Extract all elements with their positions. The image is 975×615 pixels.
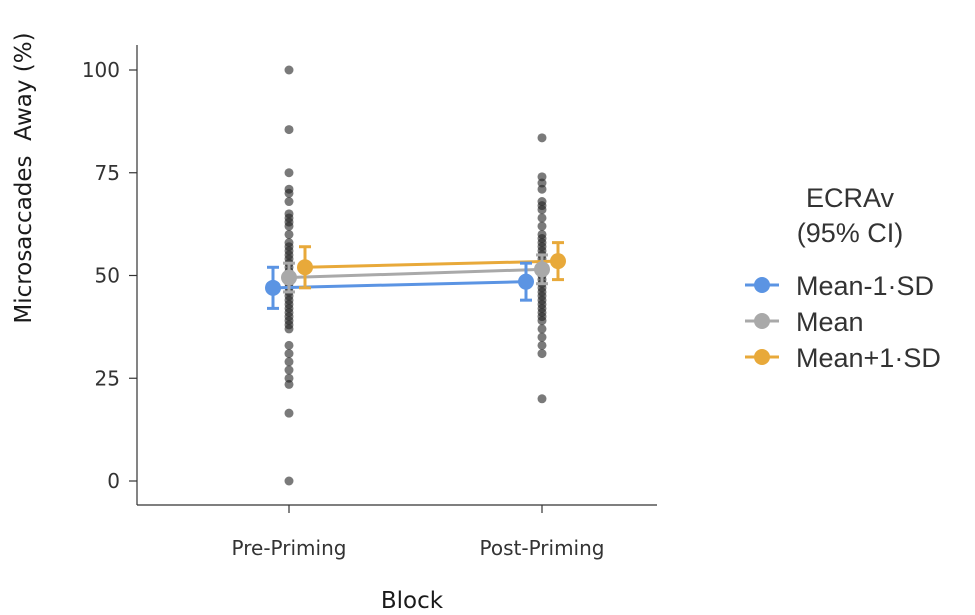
legend-key-marker	[754, 277, 770, 293]
raw-point	[284, 408, 294, 418]
legend-entry-label: Mean+1·SD	[796, 343, 941, 373]
legend-title-line1: ECRAv	[806, 183, 895, 213]
series-line	[288, 267, 543, 280]
series-line	[304, 259, 559, 269]
raw-point	[284, 357, 294, 367]
series-line	[272, 280, 527, 290]
x-axis-label: Block	[381, 588, 444, 614]
legend-key-marker	[754, 313, 770, 329]
raw-point	[284, 188, 294, 198]
raw-point	[537, 133, 547, 143]
raw-point	[284, 168, 294, 178]
raw-point	[284, 349, 294, 359]
mean-point	[534, 261, 550, 278]
raw-points	[284, 65, 547, 486]
raw-point	[284, 379, 294, 389]
y-tick-label: 75	[95, 161, 120, 185]
raw-point	[537, 172, 547, 182]
x-ticks: Pre-Priming Post-Priming	[232, 505, 605, 560]
x-tick-label: Post-Priming	[480, 536, 605, 560]
raw-point	[537, 316, 547, 326]
legend-entries: Mean-1·SD Mean Mean+1·SD	[745, 271, 941, 373]
mean-point	[518, 273, 534, 290]
raw-point	[537, 184, 547, 194]
y-tick-label: 100	[82, 58, 120, 82]
raw-point	[284, 476, 294, 486]
y-tick-label: 50	[95, 264, 120, 288]
x-tick-label: Pre-Priming	[232, 536, 347, 560]
raw-point	[537, 349, 547, 359]
raw-point	[284, 125, 294, 135]
mean-point	[297, 259, 313, 276]
raw-point	[284, 373, 294, 383]
raw-point	[537, 213, 547, 223]
raw-point	[284, 197, 294, 207]
raw-point	[537, 205, 547, 215]
legend-entry-label: Mean	[796, 307, 864, 337]
raw-point	[284, 365, 294, 375]
mean-point	[265, 279, 281, 296]
raw-point	[537, 178, 547, 188]
raw-point	[284, 65, 294, 75]
legend-key-marker	[754, 349, 770, 365]
y-tick-label: 25	[95, 366, 120, 390]
legend: ECRAv (95% CI) Mean-1·SD Mean Mean+1·SD	[745, 183, 941, 373]
y-axis-label: Microsaccades Away (%)	[11, 32, 37, 323]
y-tick-label: 0	[107, 469, 120, 493]
raw-point	[284, 340, 294, 350]
mean-point	[550, 253, 566, 270]
raw-point	[537, 221, 547, 231]
legend-entry-label: Mean-1·SD	[796, 271, 934, 301]
raw-point	[537, 340, 547, 350]
raw-point	[284, 324, 294, 334]
mean-point	[281, 269, 297, 286]
legend-title-line2: (95% CI)	[797, 218, 904, 248]
series-layer	[265, 241, 566, 310]
y-ticks: 0 25 50 75 100	[82, 58, 137, 493]
raw-point	[537, 324, 547, 334]
raw-point	[537, 394, 547, 404]
raw-point	[284, 221, 294, 231]
raw-point	[537, 332, 547, 342]
raw-point	[284, 229, 294, 239]
